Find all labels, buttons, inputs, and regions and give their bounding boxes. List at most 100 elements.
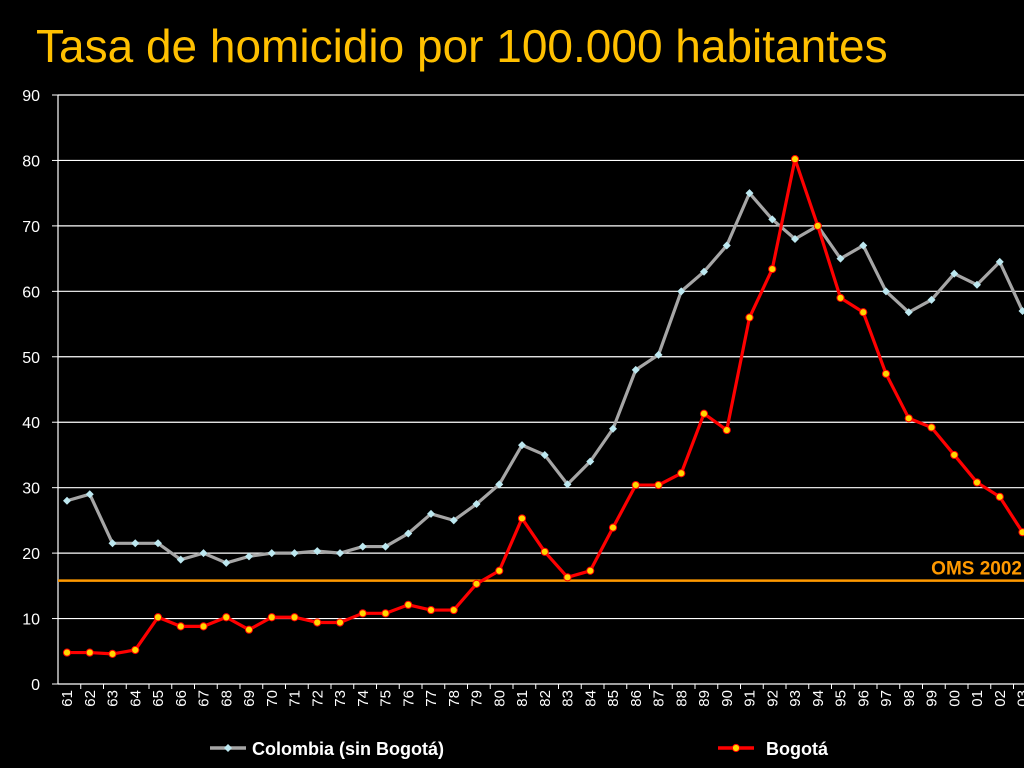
data-point (245, 552, 253, 561)
data-point (631, 480, 640, 490)
x-tick-label: 78 (446, 690, 463, 707)
x-tick-label: 66 (173, 690, 190, 707)
data-point (267, 613, 276, 622)
data-point (495, 566, 504, 575)
data-point (449, 605, 458, 615)
data-point (586, 566, 595, 575)
x-tick-label: 94 (810, 690, 827, 707)
y-tick-label: 60 (22, 284, 40, 301)
y-tick-label: 70 (22, 219, 40, 236)
data-point (722, 241, 731, 250)
legend-label: Bogotá (766, 739, 829, 759)
x-tick-label: 92 (764, 690, 781, 707)
x-tick-label: 82 (537, 690, 554, 707)
data-point (836, 254, 845, 263)
data-point (608, 523, 618, 532)
data-point (654, 480, 663, 490)
y-tick-label: 40 (22, 415, 40, 432)
x-tick-label: 03 (1015, 690, 1024, 707)
x-tick-label: 62 (82, 690, 99, 707)
y-tick-label: 80 (22, 153, 40, 170)
y-tick-label: 10 (22, 612, 40, 629)
data-point (973, 280, 981, 289)
data-point (381, 609, 390, 618)
data-point (267, 549, 276, 558)
data-point (631, 365, 640, 374)
x-tick-label: 75 (378, 690, 395, 707)
data-point (904, 414, 913, 423)
data-point (358, 542, 367, 551)
x-tick-label: 68 (218, 690, 235, 707)
chart-title: Tasa de homicidio por 100.000 habitantes (36, 20, 888, 72)
data-point (313, 547, 322, 556)
data-point (950, 450, 959, 460)
y-tick-label: 50 (22, 350, 40, 367)
x-tick-label: 02 (992, 690, 1009, 707)
x-tick-label: 86 (628, 690, 645, 707)
data-point (972, 478, 982, 487)
x-tick-label: 95 (833, 690, 850, 707)
x-tick-label: 83 (560, 690, 577, 707)
data-point (813, 221, 822, 230)
data-point (540, 450, 549, 459)
x-tick-label: 91 (742, 690, 759, 707)
data-point (517, 514, 527, 523)
data-point (745, 313, 754, 322)
legend-swatch-marker (224, 744, 232, 752)
data-point (904, 308, 913, 317)
x-tick-label: 00 (946, 690, 963, 707)
data-point (336, 549, 344, 558)
data-point (859, 308, 868, 317)
x-tick-label: 81 (514, 690, 531, 707)
data-point (927, 295, 936, 304)
data-point (335, 618, 345, 627)
data-point (427, 509, 435, 518)
x-tick-label: 76 (400, 690, 417, 707)
x-tick-label: 79 (469, 690, 486, 707)
x-tick-label: 01 (969, 690, 986, 707)
data-point (722, 425, 731, 435)
x-tick-label: 80 (491, 690, 508, 707)
data-point (108, 539, 117, 548)
series-bogota (62, 155, 1024, 658)
data-point (449, 516, 458, 525)
data-point (768, 264, 777, 274)
y-tick-label: 90 (22, 88, 40, 105)
x-tick-label: 73 (332, 690, 349, 707)
x-tick-label: 96 (855, 690, 872, 707)
x-tick-label: 67 (196, 690, 213, 707)
x-tick-label: 90 (719, 690, 736, 707)
x-tick-label: 77 (423, 690, 440, 707)
data-point (677, 469, 686, 478)
data-point (859, 241, 868, 250)
x-tick-label: 97 (878, 690, 895, 707)
legend-label: Colombia (sin Bogotá) (252, 739, 444, 759)
x-tick-label: 71 (287, 690, 304, 707)
data-point (790, 155, 800, 164)
legend: Colombia (sin Bogotá) Bogotá (210, 739, 829, 759)
legend-item: Bogotá (718, 739, 829, 759)
y-tick-label: 20 (22, 546, 40, 563)
data-point (85, 648, 94, 657)
data-point (995, 492, 1004, 501)
data-point (153, 613, 163, 622)
data-point (176, 622, 185, 631)
data-point (1018, 306, 1024, 315)
x-tick-label: 72 (309, 690, 326, 707)
data-point (881, 369, 891, 378)
x-tick-label: 98 (901, 690, 918, 707)
x-tick-label: 84 (582, 690, 599, 707)
data-point (677, 287, 686, 296)
x-tick-label: 69 (241, 690, 258, 707)
reference-line-label: OMS 2002 (931, 559, 1022, 580)
series-colombia (63, 189, 1024, 567)
x-tick-label: 99 (924, 690, 941, 707)
data-point (836, 293, 845, 302)
x-tick-label: 64 (127, 690, 144, 707)
data-point (745, 189, 754, 198)
legend-item: Colombia (sin Bogotá) (210, 739, 444, 759)
data-point (791, 234, 799, 243)
data-point (222, 613, 231, 622)
data-point (131, 539, 140, 548)
